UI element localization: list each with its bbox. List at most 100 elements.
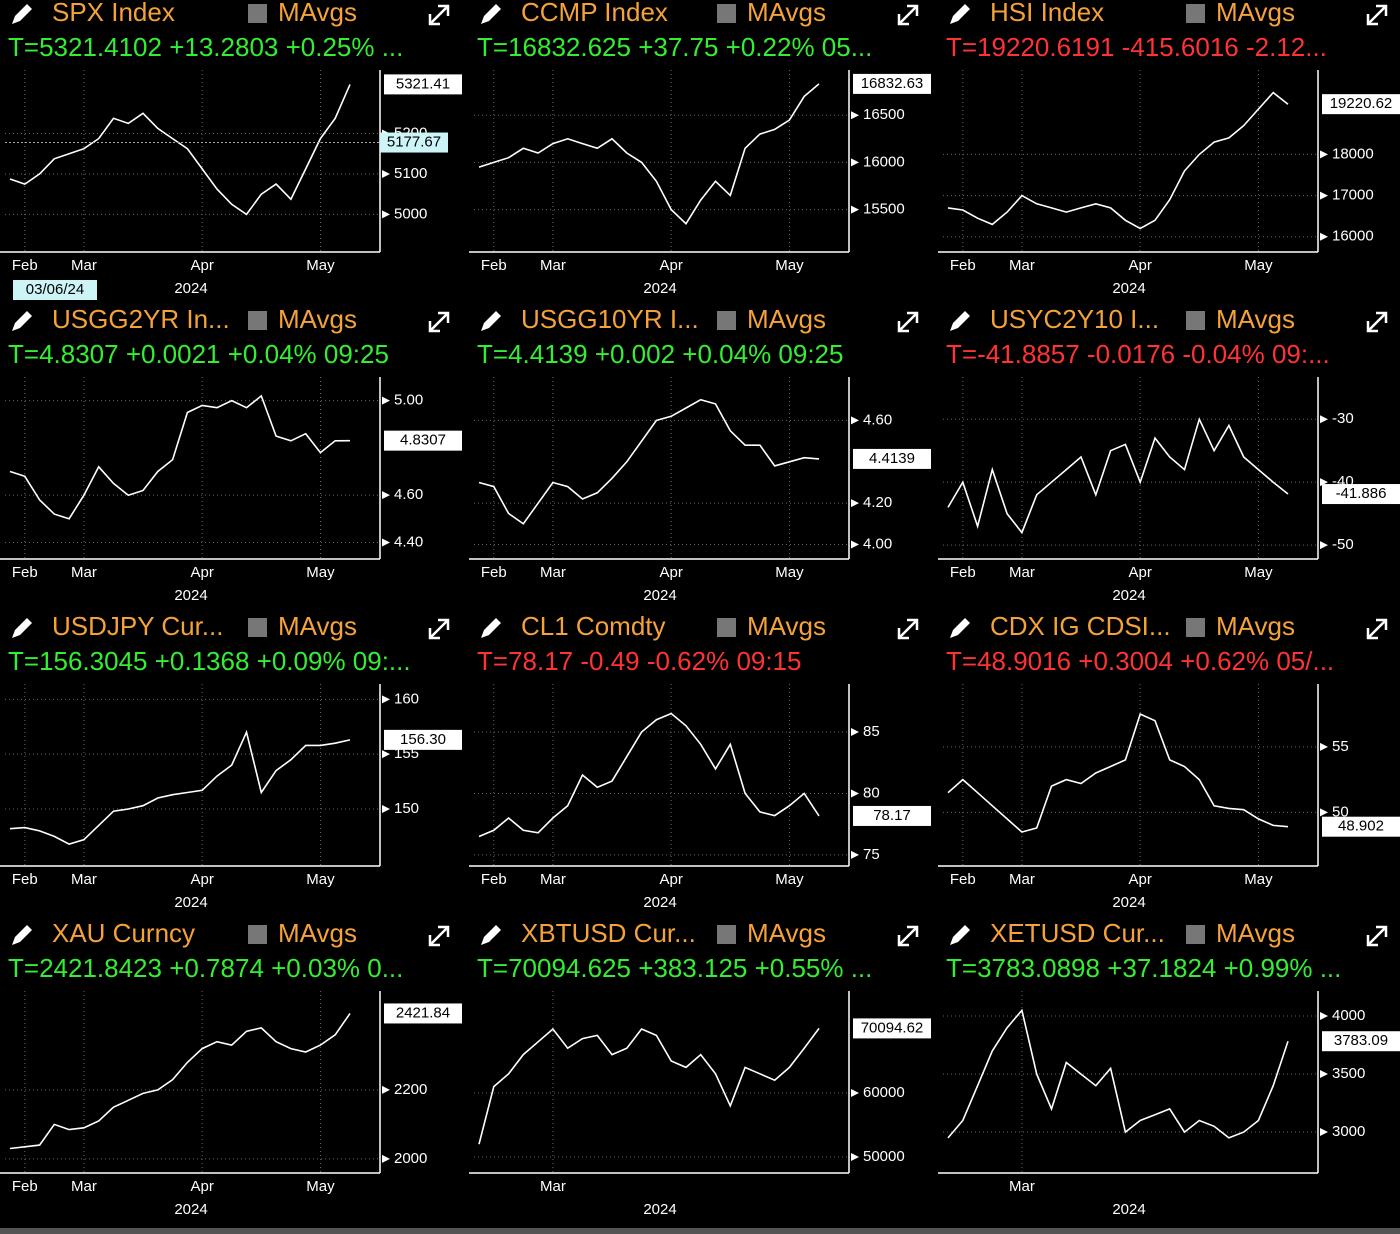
last-value-tag [1322,484,1400,505]
edit-icon[interactable] [12,618,32,638]
edit-icon[interactable] [481,925,501,945]
x-tick-label: Feb [481,257,507,274]
chart-subtitle: T=48.9016 +0.3004 +0.62% 05/... [946,646,1334,676]
y-tick-label: 5.00 [394,392,423,409]
edit-icon[interactable] [481,4,501,24]
legend-label: MAvgs [1216,304,1295,334]
chart-subtitle: T=78.17 -0.49 -0.62% 09:15 [477,646,802,676]
edit-icon[interactable] [12,4,32,24]
legend-swatch[interactable] [717,618,736,637]
y-tick-mark [1320,1128,1328,1137]
price-line [9,394,351,520]
price-line [478,398,820,525]
y-tick-mark [382,538,390,547]
expand-icon[interactable] [428,925,450,947]
edit-icon[interactable] [950,618,970,638]
y-tick-mark [1320,232,1328,241]
legend-swatch[interactable] [717,4,736,23]
x-axis-label: 2024 [1112,1201,1145,1218]
edit-icon[interactable] [481,618,501,638]
price-line [9,84,351,216]
x-tick-label: Apr [1129,564,1152,581]
y-tick-label: 3500 [1332,1065,1365,1082]
chart-subtitle: T=5321.4102 +13.2803 +0.25% ... [8,32,403,62]
expand-icon[interactable] [897,311,919,333]
x-axis-label: 2024 [174,894,207,911]
expand-icon[interactable] [1366,618,1388,640]
y-tick-label: 16000 [863,153,905,170]
x-tick-label: Mar [1009,564,1035,581]
x-tick-label: Feb [481,564,507,581]
x-tick-label: Mar [1009,871,1035,888]
chart-title: USYC2Y10 I... [990,304,1159,334]
x-tick-label: Mar [1009,1178,1035,1195]
x-tick-label: Mar [71,871,97,888]
expand-icon[interactable] [1366,4,1388,26]
expand-icon[interactable] [428,311,450,333]
price-line [478,1027,820,1145]
y-tick-mark [851,205,859,214]
legend-swatch[interactable] [1186,4,1205,23]
x-tick-label: Mar [1009,257,1035,274]
x-tick-label: Apr [660,564,683,581]
legend-label: MAvgs [747,918,826,948]
y-tick-label: -50 [1332,536,1354,553]
chart-title: USGG2YR In... [52,304,230,334]
y-tick-mark [851,158,859,167]
y-tick-mark [851,540,859,549]
x-tick-label: May [1244,871,1273,888]
legend-label: MAvgs [1216,0,1295,27]
y-tick-label: 55 [1332,738,1349,755]
legend-label: MAvgs [278,304,357,334]
expand-icon[interactable] [897,618,919,640]
x-axis-label: 2024 [643,587,676,604]
legend-swatch[interactable] [717,311,736,330]
chart-subtitle: T=16832.625 +37.75 +0.22% 05... [477,32,872,62]
x-axis-label: 2024 [1112,280,1145,297]
legend-swatch[interactable] [248,311,267,330]
x-tick-label: Mar [71,564,97,581]
x-tick-label: Mar [540,257,566,274]
edit-icon[interactable] [950,4,970,24]
x-axis-label: 2024 [174,587,207,604]
legend-swatch[interactable] [717,925,736,944]
x-axis-label: 2024 [174,280,207,297]
expand-icon[interactable] [1366,925,1388,947]
y-tick-mark [382,750,390,759]
price-line [9,1013,351,1150]
edit-icon[interactable] [950,311,970,331]
legend-swatch[interactable] [248,4,267,23]
expand-icon[interactable] [1366,311,1388,333]
y-tick-mark [382,210,390,219]
edit-icon[interactable] [481,311,501,331]
expand-icon[interactable] [897,925,919,947]
y-tick-label: 160 [394,690,419,707]
expand-icon[interactable] [897,4,919,26]
chart-subtitle: T=70094.625 +383.125 +0.55% ... [477,953,872,983]
y-tick-label: 2000 [394,1150,427,1167]
cursor-tag [380,132,448,153]
edit-icon[interactable] [12,925,32,945]
edit-icon[interactable] [950,925,970,945]
legend-swatch[interactable] [1186,925,1205,944]
legend-swatch[interactable] [1186,311,1205,330]
chart-subtitle: T=3783.0898 +37.1824 +0.99% ... [946,953,1341,983]
x-tick-label: Feb [12,871,38,888]
legend-swatch[interactable] [248,925,267,944]
x-tick-label: Mar [540,871,566,888]
chart-title: XETUSD Cur... [990,918,1165,948]
edit-icon[interactable] [12,311,32,331]
expand-icon[interactable] [428,618,450,640]
price-line [947,1008,1289,1139]
y-tick-mark [1320,415,1328,424]
expand-icon[interactable] [428,4,450,26]
y-tick-label: 17000 [1332,187,1374,204]
price-line [947,91,1289,230]
legend-label: MAvgs [747,304,826,334]
legend-swatch[interactable] [1186,618,1205,637]
y-tick-mark [1320,1012,1328,1021]
x-tick-label: Apr [191,257,214,274]
legend-swatch[interactable] [248,618,267,637]
y-tick-label: 60000 [863,1084,905,1101]
y-tick-label: 4.20 [863,494,892,511]
